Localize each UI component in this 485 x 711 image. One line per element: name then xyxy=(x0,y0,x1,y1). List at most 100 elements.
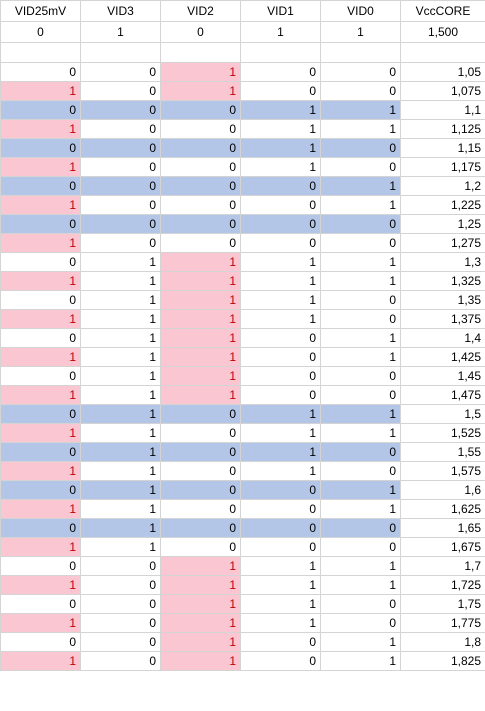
cell-vid3[interactable]: 1 xyxy=(80,423,161,443)
cell-vid1[interactable]: 1 xyxy=(240,575,321,595)
value-vid25mv[interactable]: 0 xyxy=(0,21,81,43)
cell-vcccore[interactable]: 1,575 xyxy=(400,461,485,481)
cell-vid0[interactable]: 1 xyxy=(320,632,401,652)
cell-vid3[interactable]: 0 xyxy=(80,119,161,139)
cell-vid0[interactable]: 1 xyxy=(320,480,401,500)
cell-vid3[interactable]: 1 xyxy=(80,309,161,329)
cell-vid25mv[interactable]: 0 xyxy=(0,62,81,82)
cell-vid1[interactable]: 0 xyxy=(240,62,321,82)
cell-vid25mv[interactable]: 0 xyxy=(0,442,81,462)
header-vid1[interactable]: VID1 xyxy=(240,0,321,22)
cell-vid2[interactable]: 1 xyxy=(160,366,241,386)
value-vid2[interactable]: 0 xyxy=(160,21,241,43)
cell-vid2[interactable]: 0 xyxy=(160,195,241,215)
cell-vid25mv[interactable]: 1 xyxy=(0,233,81,253)
cell-vid3[interactable]: 0 xyxy=(80,556,161,576)
cell-vid2[interactable]: 0 xyxy=(160,404,241,424)
cell-vid0[interactable]: 0 xyxy=(320,214,401,234)
cell-vcccore[interactable]: 1,225 xyxy=(400,195,485,215)
cell-vid25mv[interactable]: 1 xyxy=(0,651,81,671)
cell-vid25mv[interactable]: 1 xyxy=(0,157,81,177)
cell-vid3[interactable]: 1 xyxy=(80,366,161,386)
cell-vid3[interactable]: 1 xyxy=(80,537,161,557)
cell-vid1[interactable]: 1 xyxy=(240,138,321,158)
cell-vid1[interactable]: 0 xyxy=(240,385,321,405)
value-vid0[interactable]: 1 xyxy=(320,21,401,43)
cell-vcccore[interactable]: 1,4 xyxy=(400,328,485,348)
empty-cell[interactable] xyxy=(0,42,81,63)
cell-vid1[interactable]: 1 xyxy=(240,442,321,462)
cell-vcccore[interactable]: 1,275 xyxy=(400,233,485,253)
cell-vcccore[interactable]: 1,2 xyxy=(400,176,485,196)
cell-vid25mv[interactable]: 0 xyxy=(0,176,81,196)
cell-vid2[interactable]: 1 xyxy=(160,62,241,82)
cell-vid0[interactable]: 0 xyxy=(320,157,401,177)
cell-vcccore[interactable]: 1,25 xyxy=(400,214,485,234)
cell-vid2[interactable]: 0 xyxy=(160,233,241,253)
header-vid25mv[interactable]: VID25mV xyxy=(0,0,81,22)
cell-vid3[interactable]: 1 xyxy=(80,404,161,424)
cell-vid1[interactable]: 1 xyxy=(240,404,321,424)
cell-vid2[interactable]: 1 xyxy=(160,81,241,101)
cell-vcccore[interactable]: 1,15 xyxy=(400,138,485,158)
cell-vcccore[interactable]: 1,475 xyxy=(400,385,485,405)
cell-vcccore[interactable]: 1,3 xyxy=(400,252,485,272)
cell-vid25mv[interactable]: 1 xyxy=(0,81,81,101)
cell-vid2[interactable]: 1 xyxy=(160,252,241,272)
cell-vid1[interactable]: 1 xyxy=(240,613,321,633)
cell-vcccore[interactable]: 1,825 xyxy=(400,651,485,671)
cell-vid25mv[interactable]: 0 xyxy=(0,214,81,234)
cell-vid25mv[interactable]: 1 xyxy=(0,347,81,367)
cell-vid3[interactable]: 1 xyxy=(80,290,161,310)
cell-vid0[interactable]: 0 xyxy=(320,309,401,329)
cell-vcccore[interactable]: 1,45 xyxy=(400,366,485,386)
cell-vcccore[interactable]: 1,075 xyxy=(400,81,485,101)
cell-vid1[interactable]: 0 xyxy=(240,347,321,367)
cell-vid0[interactable]: 0 xyxy=(320,233,401,253)
cell-vid2[interactable]: 1 xyxy=(160,632,241,652)
cell-vid25mv[interactable]: 0 xyxy=(0,632,81,652)
cell-vid1[interactable]: 1 xyxy=(240,594,321,614)
cell-vid1[interactable]: 1 xyxy=(240,100,321,120)
cell-vid3[interactable]: 1 xyxy=(80,385,161,405)
cell-vid2[interactable]: 1 xyxy=(160,328,241,348)
cell-vid0[interactable]: 0 xyxy=(320,138,401,158)
cell-vid1[interactable]: 0 xyxy=(240,537,321,557)
value-vid3[interactable]: 1 xyxy=(80,21,161,43)
cell-vid2[interactable]: 0 xyxy=(160,138,241,158)
cell-vid2[interactable]: 0 xyxy=(160,176,241,196)
cell-vcccore[interactable]: 1,675 xyxy=(400,537,485,557)
cell-vid2[interactable]: 1 xyxy=(160,651,241,671)
cell-vid25mv[interactable]: 1 xyxy=(0,613,81,633)
cell-vid2[interactable]: 0 xyxy=(160,480,241,500)
cell-vid2[interactable]: 0 xyxy=(160,537,241,557)
cell-vid1[interactable]: 0 xyxy=(240,651,321,671)
cell-vid25mv[interactable]: 0 xyxy=(0,518,81,538)
cell-vid2[interactable]: 0 xyxy=(160,157,241,177)
cell-vid25mv[interactable]: 1 xyxy=(0,461,81,481)
cell-vid2[interactable]: 1 xyxy=(160,613,241,633)
cell-vid0[interactable]: 0 xyxy=(320,385,401,405)
cell-vid25mv[interactable]: 0 xyxy=(0,480,81,500)
cell-vid2[interactable]: 0 xyxy=(160,518,241,538)
cell-vid3[interactable]: 1 xyxy=(80,328,161,348)
cell-vid25mv[interactable]: 0 xyxy=(0,100,81,120)
cell-vid2[interactable]: 1 xyxy=(160,347,241,367)
cell-vcccore[interactable]: 1,525 xyxy=(400,423,485,443)
cell-vid2[interactable]: 0 xyxy=(160,442,241,462)
cell-vid1[interactable]: 0 xyxy=(240,195,321,215)
cell-vid3[interactable]: 0 xyxy=(80,81,161,101)
cell-vid1[interactable]: 1 xyxy=(240,290,321,310)
cell-vid0[interactable]: 1 xyxy=(320,119,401,139)
cell-vcccore[interactable]: 1,7 xyxy=(400,556,485,576)
empty-cell[interactable] xyxy=(160,42,241,63)
cell-vid25mv[interactable]: 1 xyxy=(0,537,81,557)
cell-vid25mv[interactable]: 0 xyxy=(0,328,81,348)
cell-vcccore[interactable]: 1,175 xyxy=(400,157,485,177)
cell-vid2[interactable]: 0 xyxy=(160,461,241,481)
cell-vid1[interactable]: 1 xyxy=(240,556,321,576)
cell-vid0[interactable]: 0 xyxy=(320,613,401,633)
cell-vid0[interactable]: 1 xyxy=(320,271,401,291)
cell-vid0[interactable]: 1 xyxy=(320,499,401,519)
cell-vid1[interactable]: 1 xyxy=(240,309,321,329)
